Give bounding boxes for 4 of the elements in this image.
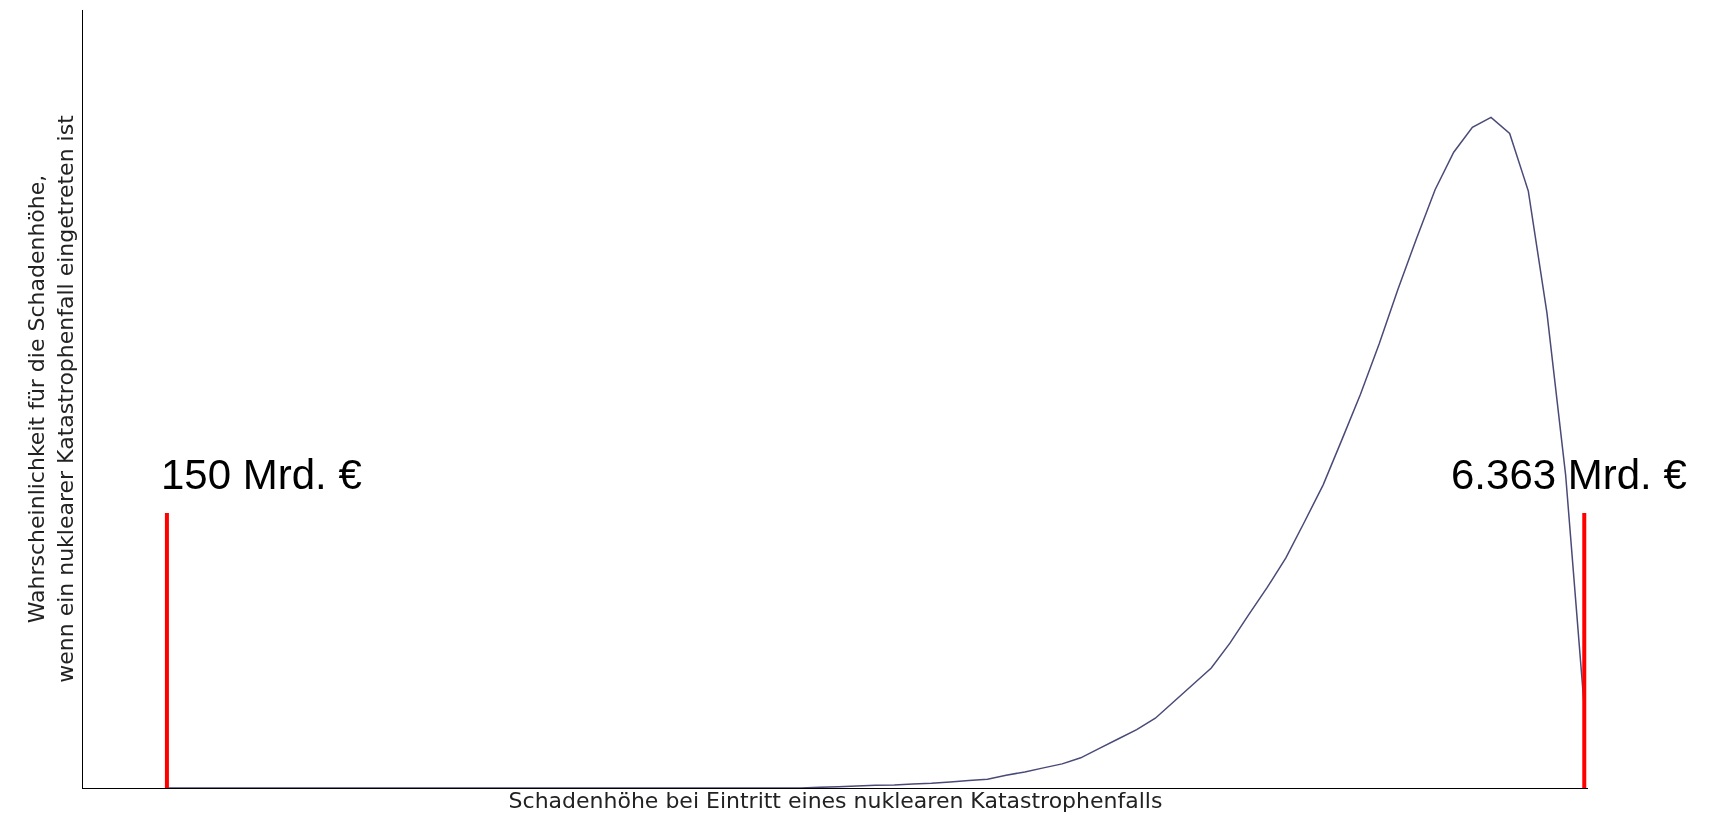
y-axis-title: Wahrscheinlichkeit für die Schadenhöhe, wenn ein nuklearer Katastrophenfall eingetreten ist bbox=[24, 114, 78, 683]
annotation: 150 Mrd. € bbox=[161, 451, 362, 498]
annotation: 6.363 Mrd. € bbox=[1451, 451, 1687, 498]
x-axis-title: Schadenhöhe bei Eintritt eines nuklearen Katastrophenfalls bbox=[508, 788, 1163, 814]
